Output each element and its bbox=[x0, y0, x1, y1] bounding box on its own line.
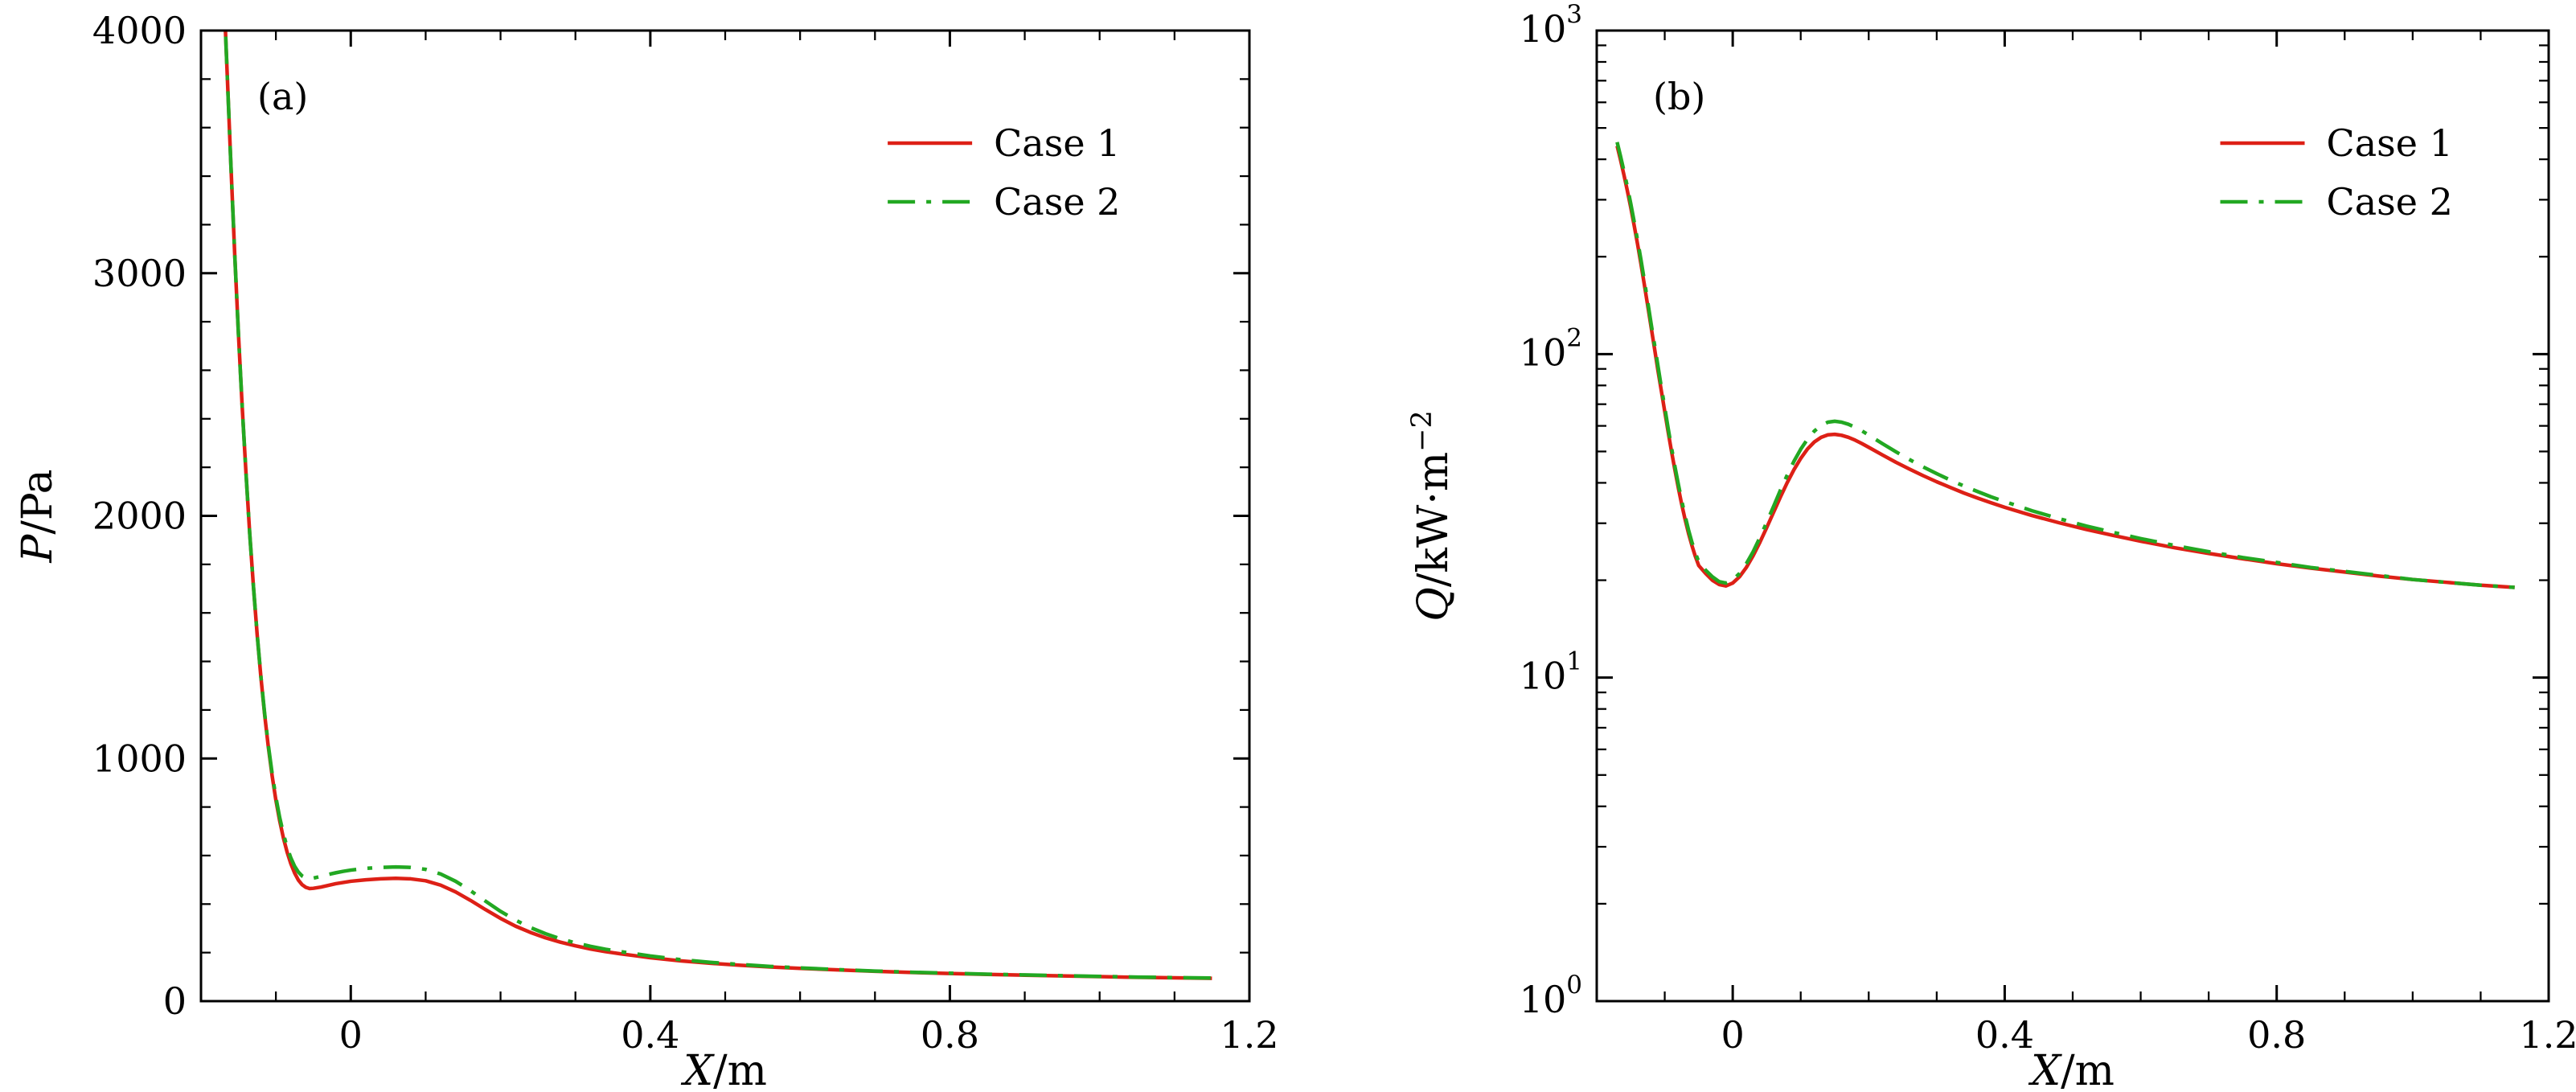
plot-background bbox=[1288, 0, 2576, 1092]
svg-text:102: 102 bbox=[1520, 323, 1582, 374]
heatflux-vs-x-chart: 0 0.4 0.8 1.2 100 101 102 103 X/m Q/kW·m−2 (b) Case… bbox=[1288, 0, 2576, 1092]
svg-text:0.4: 0.4 bbox=[621, 1013, 679, 1057]
series-line-case-2 bbox=[1615, 142, 2515, 589]
svg-text:4000: 4000 bbox=[92, 9, 187, 52]
x-axis-label: X/m bbox=[2028, 1047, 2115, 1092]
svg-text:0: 0 bbox=[1721, 1013, 1744, 1057]
svg-text:1.2: 1.2 bbox=[2519, 1013, 2576, 1057]
svg-text:1000: 1000 bbox=[92, 737, 187, 780]
axis-ticks bbox=[201, 29, 1251, 1003]
series-group bbox=[224, 31, 1212, 980]
x-tick-labels: 0 0.4 0.8 1.2 bbox=[339, 1013, 1279, 1057]
svg-text:0.4: 0.4 bbox=[1975, 1013, 2034, 1057]
y-axis-label: Q/kW·m−2 bbox=[1406, 410, 1458, 622]
svg-text:1.2: 1.2 bbox=[1220, 1013, 1278, 1057]
legend-label-2: Case 2 bbox=[2327, 180, 2453, 224]
y-axis-label: P/Pa bbox=[14, 469, 62, 563]
x-axis-label: X/m bbox=[680, 1047, 767, 1092]
panel-label: (a) bbox=[257, 75, 308, 118]
svg-text:0.8: 0.8 bbox=[921, 1013, 979, 1057]
legend-label-1: Case 1 bbox=[2327, 121, 2453, 165]
chart-panel-a: 0 0.4 0.8 1.2 0 1000 2000 3000 4000 X/m P/Pa (a) Cas… bbox=[0, 0, 1288, 1092]
svg-text:100: 100 bbox=[1520, 971, 1582, 1021]
legend-label-1: Case 1 bbox=[994, 121, 1120, 165]
y-tick-labels: 100 101 102 103 bbox=[1520, 0, 1582, 1021]
pressure-vs-x-chart: 0 0.4 0.8 1.2 0 1000 2000 3000 4000 X/m P/Pa (a) Cas… bbox=[0, 0, 1288, 1092]
chart-panel-b: 0 0.4 0.8 1.2 100 101 102 103 X/m Q/kW·m−2 (b) Case… bbox=[1288, 0, 2576, 1092]
svg-text:2000: 2000 bbox=[92, 495, 187, 538]
legend: Case 1 Case 2 bbox=[888, 121, 1120, 224]
panel-label: (b) bbox=[1653, 75, 1705, 118]
svg-text:(b): (b) bbox=[1653, 75, 1705, 118]
series-line-case-2 bbox=[224, 31, 1212, 980]
svg-text:0: 0 bbox=[339, 1013, 363, 1057]
x-tick-labels: 0 0.4 0.8 1.2 bbox=[1721, 1013, 2576, 1057]
svg-text:0: 0 bbox=[163, 979, 187, 1023]
svg-text:(a): (a) bbox=[257, 75, 308, 118]
svg-text:101: 101 bbox=[1520, 647, 1582, 698]
series-group bbox=[1615, 142, 2515, 589]
y-tick-labels: 0 1000 2000 3000 4000 bbox=[92, 9, 187, 1023]
svg-text:3000: 3000 bbox=[92, 252, 187, 295]
legend: Case 1 Case 2 bbox=[2220, 121, 2453, 224]
svg-text:0.8: 0.8 bbox=[2247, 1013, 2306, 1057]
svg-text:103: 103 bbox=[1520, 0, 1582, 51]
axis-ticks bbox=[1597, 29, 2550, 1003]
legend-label-2: Case 2 bbox=[994, 180, 1120, 224]
plot-background bbox=[0, 0, 1288, 1092]
